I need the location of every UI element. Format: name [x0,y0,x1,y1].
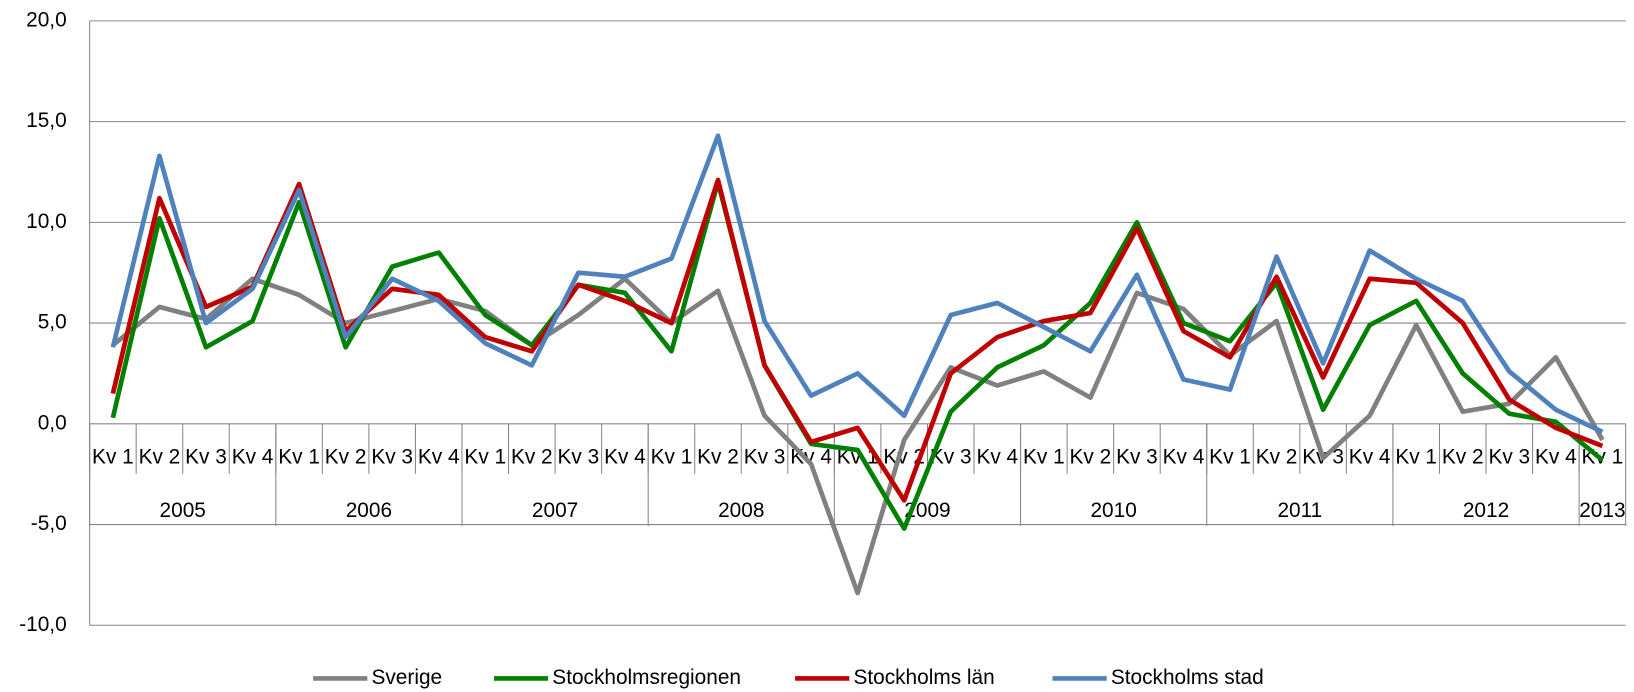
x-tick-label: Kv 1 [278,446,320,469]
x-tick-label: Kv 2 [1070,446,1112,469]
x-tick-label: Kv 3 [1488,446,1530,469]
x-tick-label: Kv 1 [837,446,879,469]
x-tick-label: Kv 3 [185,446,227,469]
x-tick-label: Kv 1 [92,446,134,469]
x-tick-label: Kv 2 [325,446,367,469]
x-tick-label: Kv 1 [464,446,506,469]
y-tick-label: -10,0 [19,613,66,636]
y-tick-label: 20,0 [26,8,67,31]
legend-label: Stockholms stad [1111,666,1264,689]
legend-label: Stockholmsregionen [552,666,741,689]
x-tick-label: Kv 4 [232,446,274,469]
x-tick-label: Kv 4 [1163,446,1205,469]
x-group-label: 2005 [160,499,206,522]
x-tick-label: Kv 1 [1395,446,1437,469]
x-tick-label: Kv 2 [1442,446,1484,469]
x-tick-label: Kv 2 [697,446,739,469]
x-group-label: 2012 [1463,499,1509,522]
legend-label: Stockholms län [853,666,994,689]
y-tick-label: -5,0 [31,512,67,535]
y-tick-label: 10,0 [26,210,67,233]
x-tick-label: Kv 1 [1209,446,1251,469]
x-tick-label: Kv 1 [1023,446,1065,469]
x-tick-label: Kv 2 [511,446,553,469]
x-tick-label: Kv 3 [930,446,972,469]
x-group-label: 2013 [1579,499,1625,522]
x-tick-label: Kv 4 [1349,446,1391,469]
x-tick-label: Kv 4 [976,446,1018,469]
x-tick-label: Kv 3 [371,446,413,469]
x-group-label: 2008 [718,499,764,522]
series-line [110,179,1604,531]
x-group-label: 2006 [346,499,392,522]
x-tick-label: Kv 3 [1116,446,1158,469]
x-tick-label: Kv 3 [558,446,600,469]
x-group-label: 2007 [532,499,578,522]
x-tick-label: Kv 2 [1256,446,1298,469]
x-group-label: 2011 [1277,499,1322,522]
series-line [110,133,1604,434]
x-tick-label: Kv 2 [139,446,181,469]
y-tick-label: 0,0 [38,411,67,434]
x-tick-label: Kv 3 [744,446,786,469]
x-group-label: 2010 [1090,499,1136,522]
x-tick-label: Kv 2 [883,446,925,469]
y-tick-label: 5,0 [38,311,67,334]
y-tick-label: 15,0 [26,109,67,132]
x-tick-label: Kv 1 [651,446,693,469]
x-tick-label: Kv 4 [418,446,460,469]
x-tick-label: Kv 4 [1535,446,1577,469]
legend-label: Sverige [372,666,443,689]
x-tick-label: Kv 4 [604,446,646,469]
